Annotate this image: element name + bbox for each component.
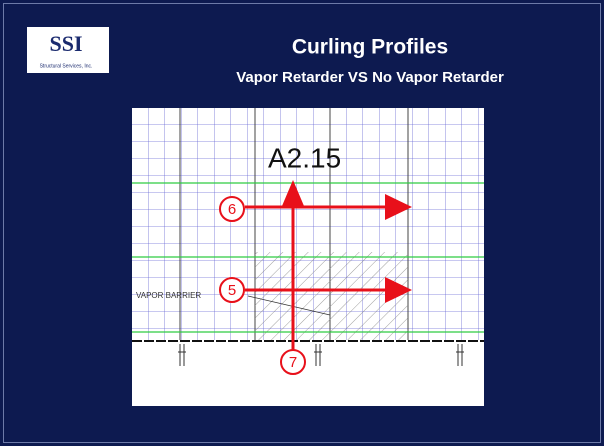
frame (3, 3, 601, 443)
footings (178, 344, 464, 366)
leader (247, 295, 331, 316)
marker-label: 5 (228, 282, 236, 299)
note: VAPOR BARRIER (136, 291, 201, 300)
hatch (255, 252, 408, 340)
green-lines (132, 182, 484, 333)
subtitle: Vapor Retarder VS No Vapor Retarder (236, 69, 504, 86)
title: Curling Profiles (292, 36, 448, 59)
marker-label: 7 (289, 354, 297, 371)
logo-text: SSI (49, 31, 82, 56)
marker-label: 6 (228, 201, 236, 218)
section-arrows (245, 200, 390, 350)
arrowheads (282, 180, 412, 303)
drawing: A2.15 VAPOR BARRIER 6 5 7 (132, 108, 484, 406)
markers (219, 196, 306, 375)
logo-caption: Structural Services, Inc. (40, 63, 93, 69)
sheet-label: A2.15 (268, 142, 341, 173)
logo-box (27, 27, 109, 73)
